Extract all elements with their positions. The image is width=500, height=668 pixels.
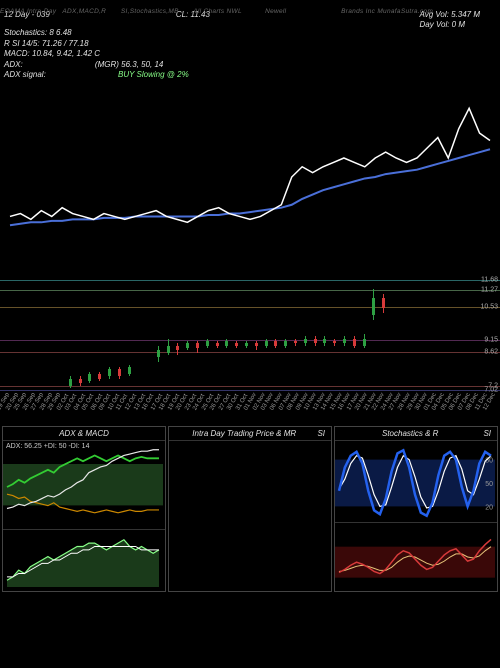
date-axis: 19 Sep20 Sep25 Sep26 Sep27 Sep28 Sep29 S… (0, 402, 500, 424)
svg-text:80: 80 (485, 458, 493, 465)
y-axis-label: 11.68 (481, 276, 498, 283)
y-axis-label: 11.27 (481, 286, 498, 293)
main-price-chart (0, 82, 500, 272)
rsi-readout: R SI 14/5: 71.26 / 77.18 (4, 39, 496, 49)
y-axis-label: 8.62 (484, 349, 498, 356)
y-axis-label: 10.53 (480, 304, 498, 311)
macd-readout: MACD: 10.84, 9.42, 1.42 C (4, 49, 496, 59)
indicator-panels: ADX & MACD ADX: 56.25 +DI: 50 -DI: 14 In… (0, 424, 500, 594)
stochastics-rsi-panel: Stochastics & RSI 80 50 20 (334, 426, 498, 592)
breadcrumb: EOAMA Intra-Day ADX,MACD,R SI,Stochastic… (0, 8, 433, 15)
adx-macd-panel: ADX & MACD ADX: 56.25 +DI: 50 -DI: 14 (2, 426, 166, 592)
panel-title: ADX & MACD (3, 427, 165, 441)
panel-title: Intra Day Trading Price & MRSI (169, 427, 331, 441)
y-axis-label: 9.15 (484, 336, 498, 343)
intraday-panel: Intra Day Trading Price & MRSI (168, 426, 332, 592)
candlestick-chart: 11.6811.2710.539.158.627.27.02 (0, 272, 500, 402)
svg-text:50: 50 (485, 481, 493, 488)
adx-signal: ADX signal: BUY Slowing @ 2% (4, 70, 496, 80)
volume-info: Avg Vol: 5.347 M Day Vol: 0 M (420, 10, 481, 31)
panel-title: Stochastics & RSI (335, 427, 497, 441)
svg-text:20: 20 (485, 505, 493, 512)
adx-readout: ADX: (MGR) 56.3, 50, 14 (4, 60, 496, 70)
adx-values: ADX: 56.25 +DI: 50 -DI: 14 (6, 443, 89, 450)
header: 12 Day - 039 CL: 11.43 Avg Vol: 5.347 M … (0, 8, 500, 82)
